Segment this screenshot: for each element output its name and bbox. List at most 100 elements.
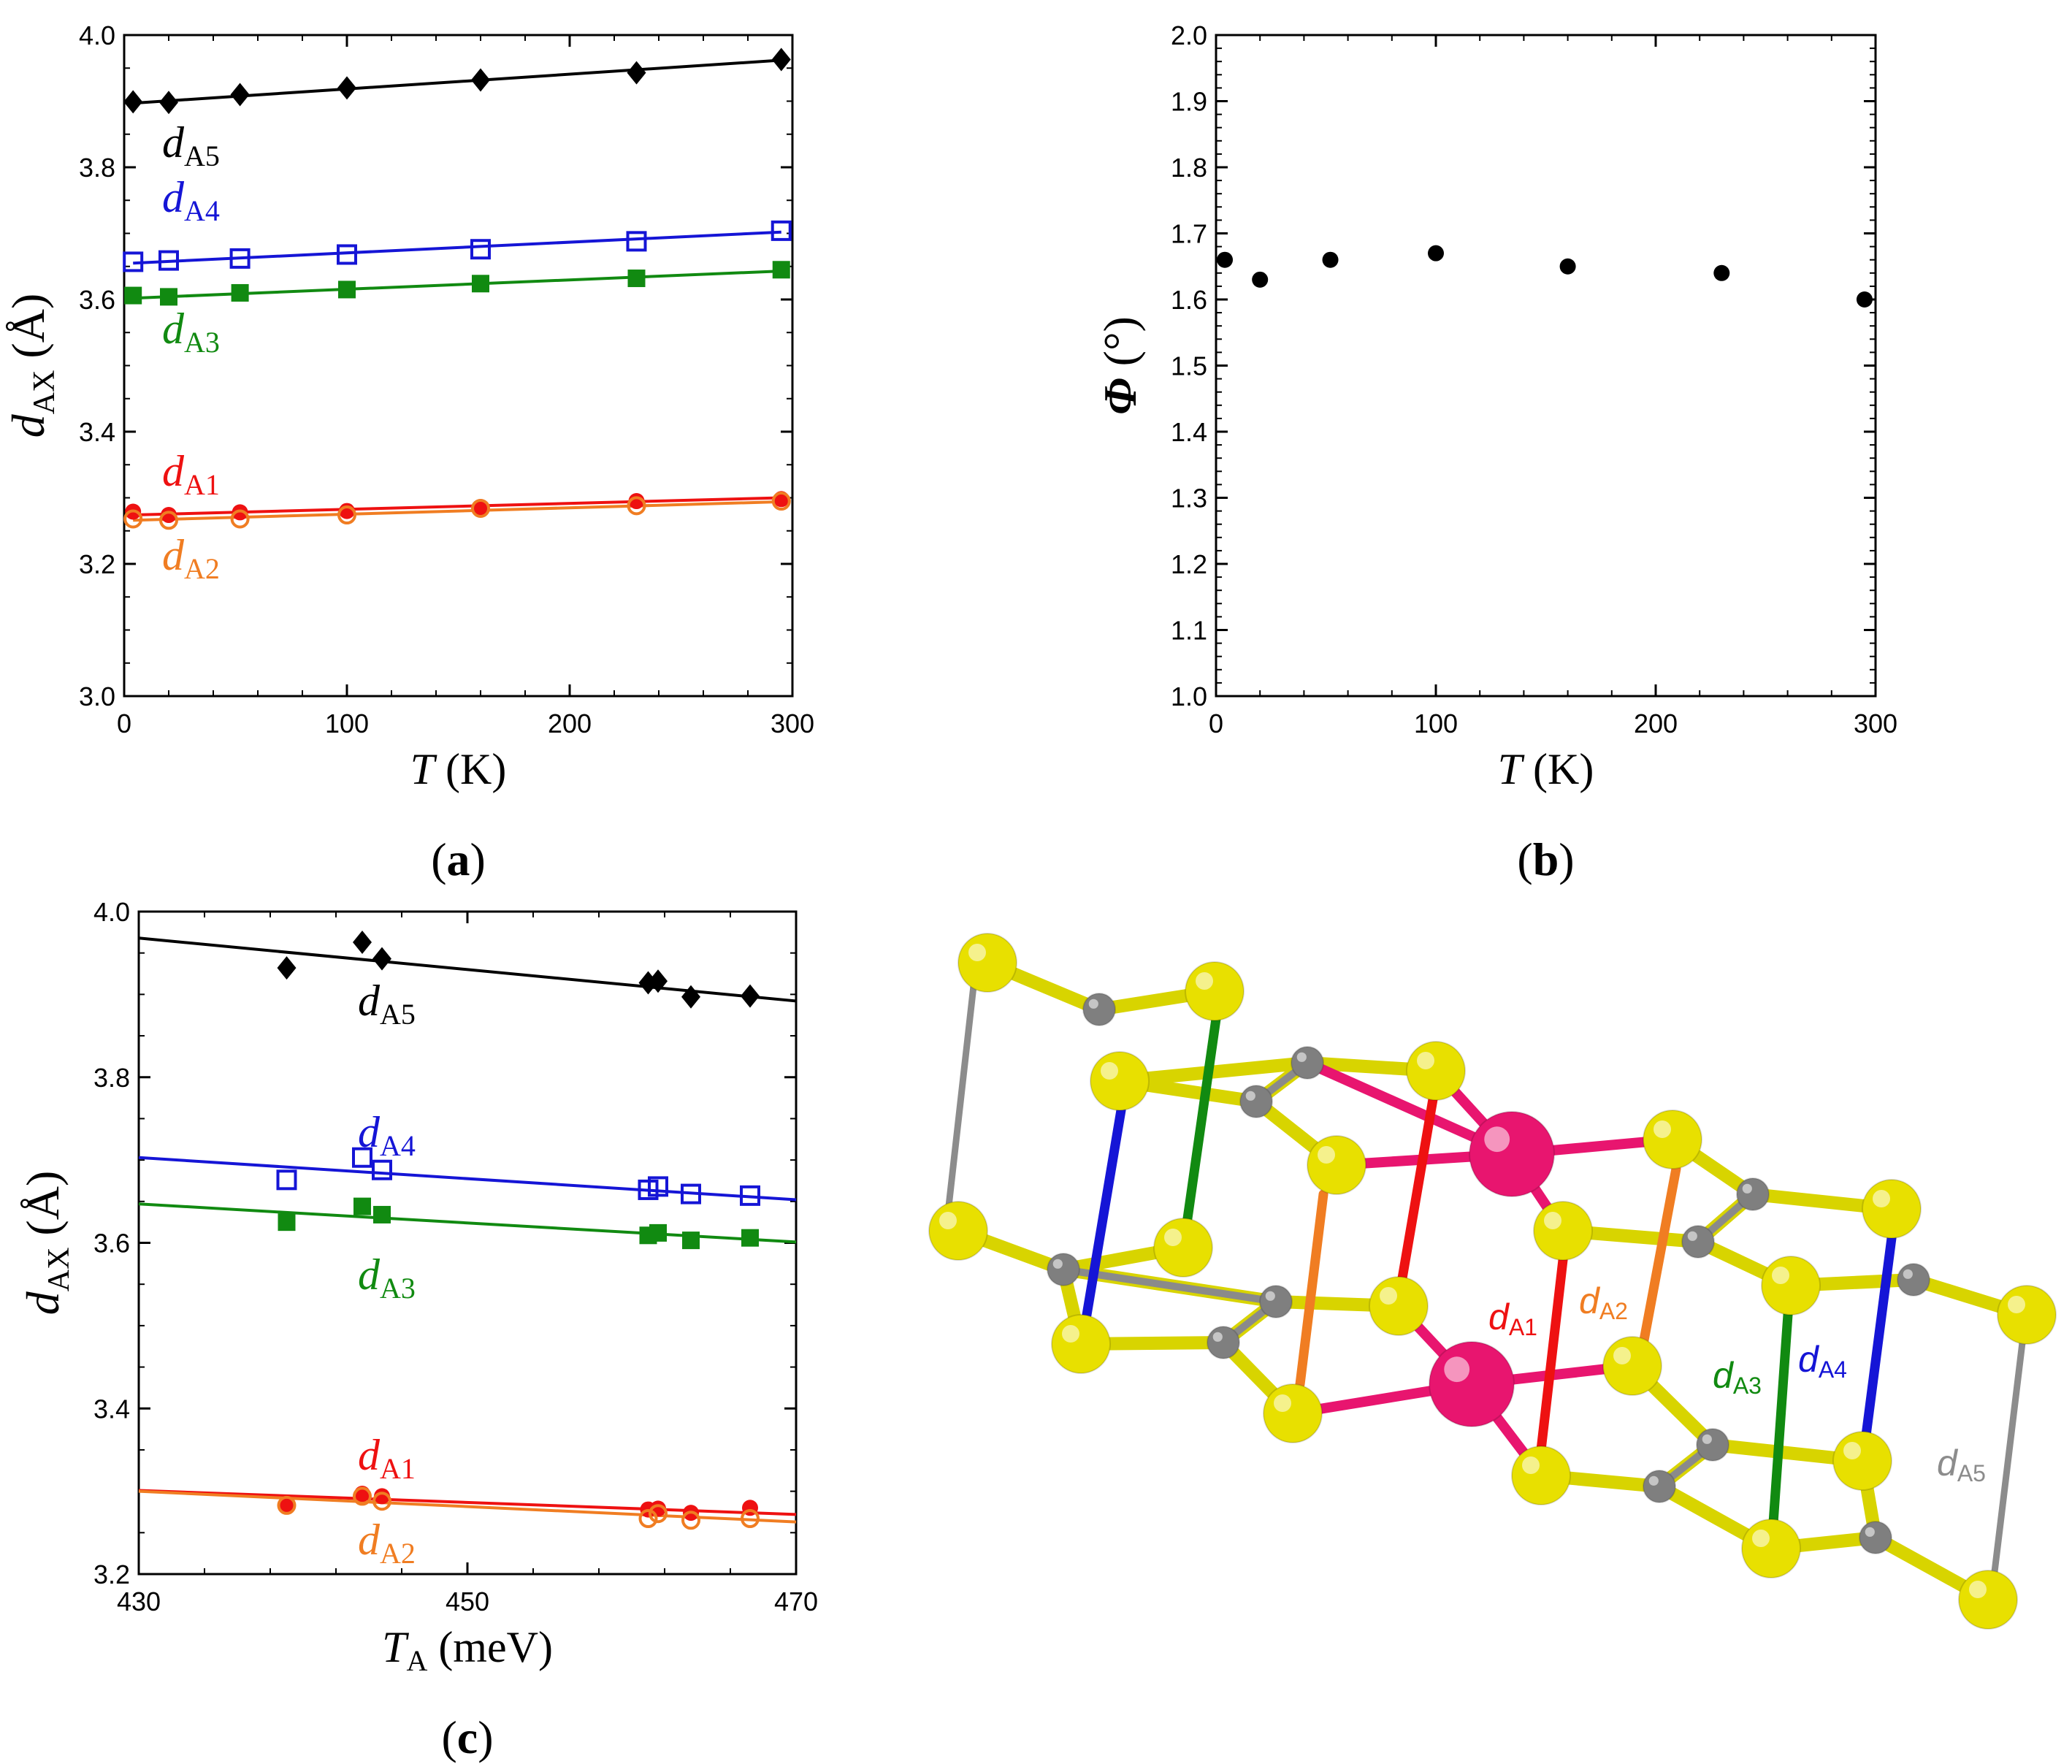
bond [1638, 1164, 1681, 1349]
series-label-dA3: dA3 [358, 1251, 416, 1305]
point-dA2 [471, 498, 490, 518]
bond [1768, 1310, 1793, 1528]
sulfur-atom-highlight [1654, 1120, 1671, 1138]
fit-line-dA5 [138, 936, 797, 1003]
y-tick-label: 3.4 [79, 417, 115, 447]
point-dA4 [648, 1176, 668, 1197]
point-Phi [1322, 251, 1339, 268]
series-label-dA3: dA3 [162, 305, 220, 359]
x-axis-label: T (K) [410, 745, 507, 793]
carbon-atom-highlight [1865, 1527, 1875, 1537]
bond [1397, 1094, 1438, 1283]
sulfur-atom-highlight [2008, 1296, 2025, 1313]
carbon-atom [1736, 1177, 1770, 1211]
y-tick-label: 3.8 [93, 1063, 130, 1093]
sulfur-atom [1602, 1336, 1662, 1396]
point-dA4 [470, 239, 491, 260]
panel-b-chart: 1.0 1.1 1.2 1.3 1.4 1.5 1.6 1.7 1.8 1.9 2.0 0 100 200… [1094, 20, 1897, 885]
series-label-dA2: dA2 [358, 1516, 416, 1570]
point-dA5 [337, 76, 356, 100]
point-dA3 [649, 1223, 667, 1242]
metal-atom [1469, 1111, 1555, 1197]
y-tick-label: 3.2 [93, 1559, 130, 1589]
panel-a-chart: 3.0 3.2 3.4 3.6 3.8 4.0 0 100 200 300 T (K) dAX (Å)… [2, 20, 814, 885]
sulfur-atom [1997, 1285, 2057, 1345]
point-dA3 [338, 280, 356, 299]
point-dA4 [337, 244, 357, 265]
sulfur-atom-highlight [1522, 1456, 1540, 1474]
y-tick-label: 1.6 [1171, 285, 1207, 315]
carbon-atom [1859, 1521, 1892, 1554]
sulfur-atom [1643, 1110, 1702, 1169]
x-axis-label: T (K) [1498, 745, 1594, 793]
y-tick-label: 3.0 [79, 681, 115, 711]
y-tick-label: 3.6 [93, 1229, 130, 1259]
sulfur-atom-highlight [939, 1212, 957, 1229]
sulfur-atom-highlight [1101, 1062, 1118, 1080]
carbon-atom [1643, 1470, 1676, 1503]
point-dA2 [277, 1495, 297, 1515]
series-label-dA1: dA1 [162, 447, 220, 501]
point-dA2 [159, 511, 178, 530]
series-label-dA4: dA4 [162, 173, 220, 227]
point-dA2 [649, 1504, 668, 1524]
carbon-atom-highlight [1702, 1434, 1712, 1444]
point-dA5 [372, 947, 391, 971]
x-tick-label: 200 [1634, 709, 1678, 738]
point-dA3 [160, 288, 177, 306]
y-axis-label: dAX (Å) [17, 1171, 76, 1316]
x-tick-label: 300 [1854, 709, 1897, 738]
point-dA2 [230, 509, 250, 529]
sulfur-atom [957, 933, 1017, 993]
panel-label: (a) [431, 833, 486, 885]
carbon-atom [1681, 1225, 1715, 1259]
metal-atom-highlight [1444, 1356, 1470, 1383]
structure-label-dA4: dA4 [1798, 1339, 1847, 1383]
point-dA3 [682, 1232, 700, 1250]
carbon-atom [1696, 1428, 1729, 1462]
sulfur-atom [1263, 1383, 1323, 1443]
panel-label: (c) [441, 1711, 493, 1763]
bond [1082, 1105, 1126, 1320]
point-dA4 [740, 1185, 760, 1206]
sulfur-atom-highlight [1544, 1212, 1561, 1229]
y-tick-label: 1.4 [1171, 417, 1207, 447]
carbon-atom [1897, 1263, 1930, 1297]
sulfur-atom [1369, 1276, 1429, 1336]
bond [1990, 1333, 2027, 1581]
series-label-dA1: dA1 [358, 1431, 416, 1485]
point-dA4 [626, 231, 647, 252]
x-tick-label: 200 [548, 709, 592, 738]
point-Phi [1559, 258, 1576, 275]
sulfur-atom-highlight [1772, 1267, 1789, 1284]
point-dA1 [278, 1496, 295, 1513]
point-dA5 [649, 969, 668, 993]
structure-label-dA1: dA1 [1488, 1297, 1537, 1340]
point-dA3 [772, 261, 790, 279]
point-Phi [1428, 245, 1444, 261]
sulfur-atom [1406, 1041, 1466, 1101]
bond [944, 982, 977, 1216]
x-tick-label: 100 [325, 709, 369, 738]
point-dA3 [373, 1205, 391, 1223]
point-dA4 [276, 1169, 297, 1191]
point-dA5 [277, 956, 297, 980]
carbon-atom-highlight [1742, 1183, 1752, 1194]
x-tick-label: 430 [117, 1587, 161, 1616]
y-axis-label: Φ (°) [1094, 316, 1146, 415]
point-dA3 [472, 275, 489, 293]
point-dA3 [627, 270, 646, 288]
point-dA1 [628, 493, 645, 510]
sulfur-atom [1533, 1201, 1593, 1261]
point-dA1 [161, 507, 177, 524]
y-tick-label: 4.0 [79, 20, 115, 50]
point-dA4 [158, 250, 179, 271]
y-tick-label: 1.5 [1171, 351, 1207, 381]
point-dA4 [123, 251, 144, 272]
point-dA2 [337, 505, 356, 525]
point-dA1 [374, 1488, 390, 1505]
sulfur-atom-highlight [1274, 1394, 1291, 1412]
x-tick-label: 100 [1414, 709, 1458, 738]
sulfur-atom-highlight [1164, 1229, 1182, 1246]
